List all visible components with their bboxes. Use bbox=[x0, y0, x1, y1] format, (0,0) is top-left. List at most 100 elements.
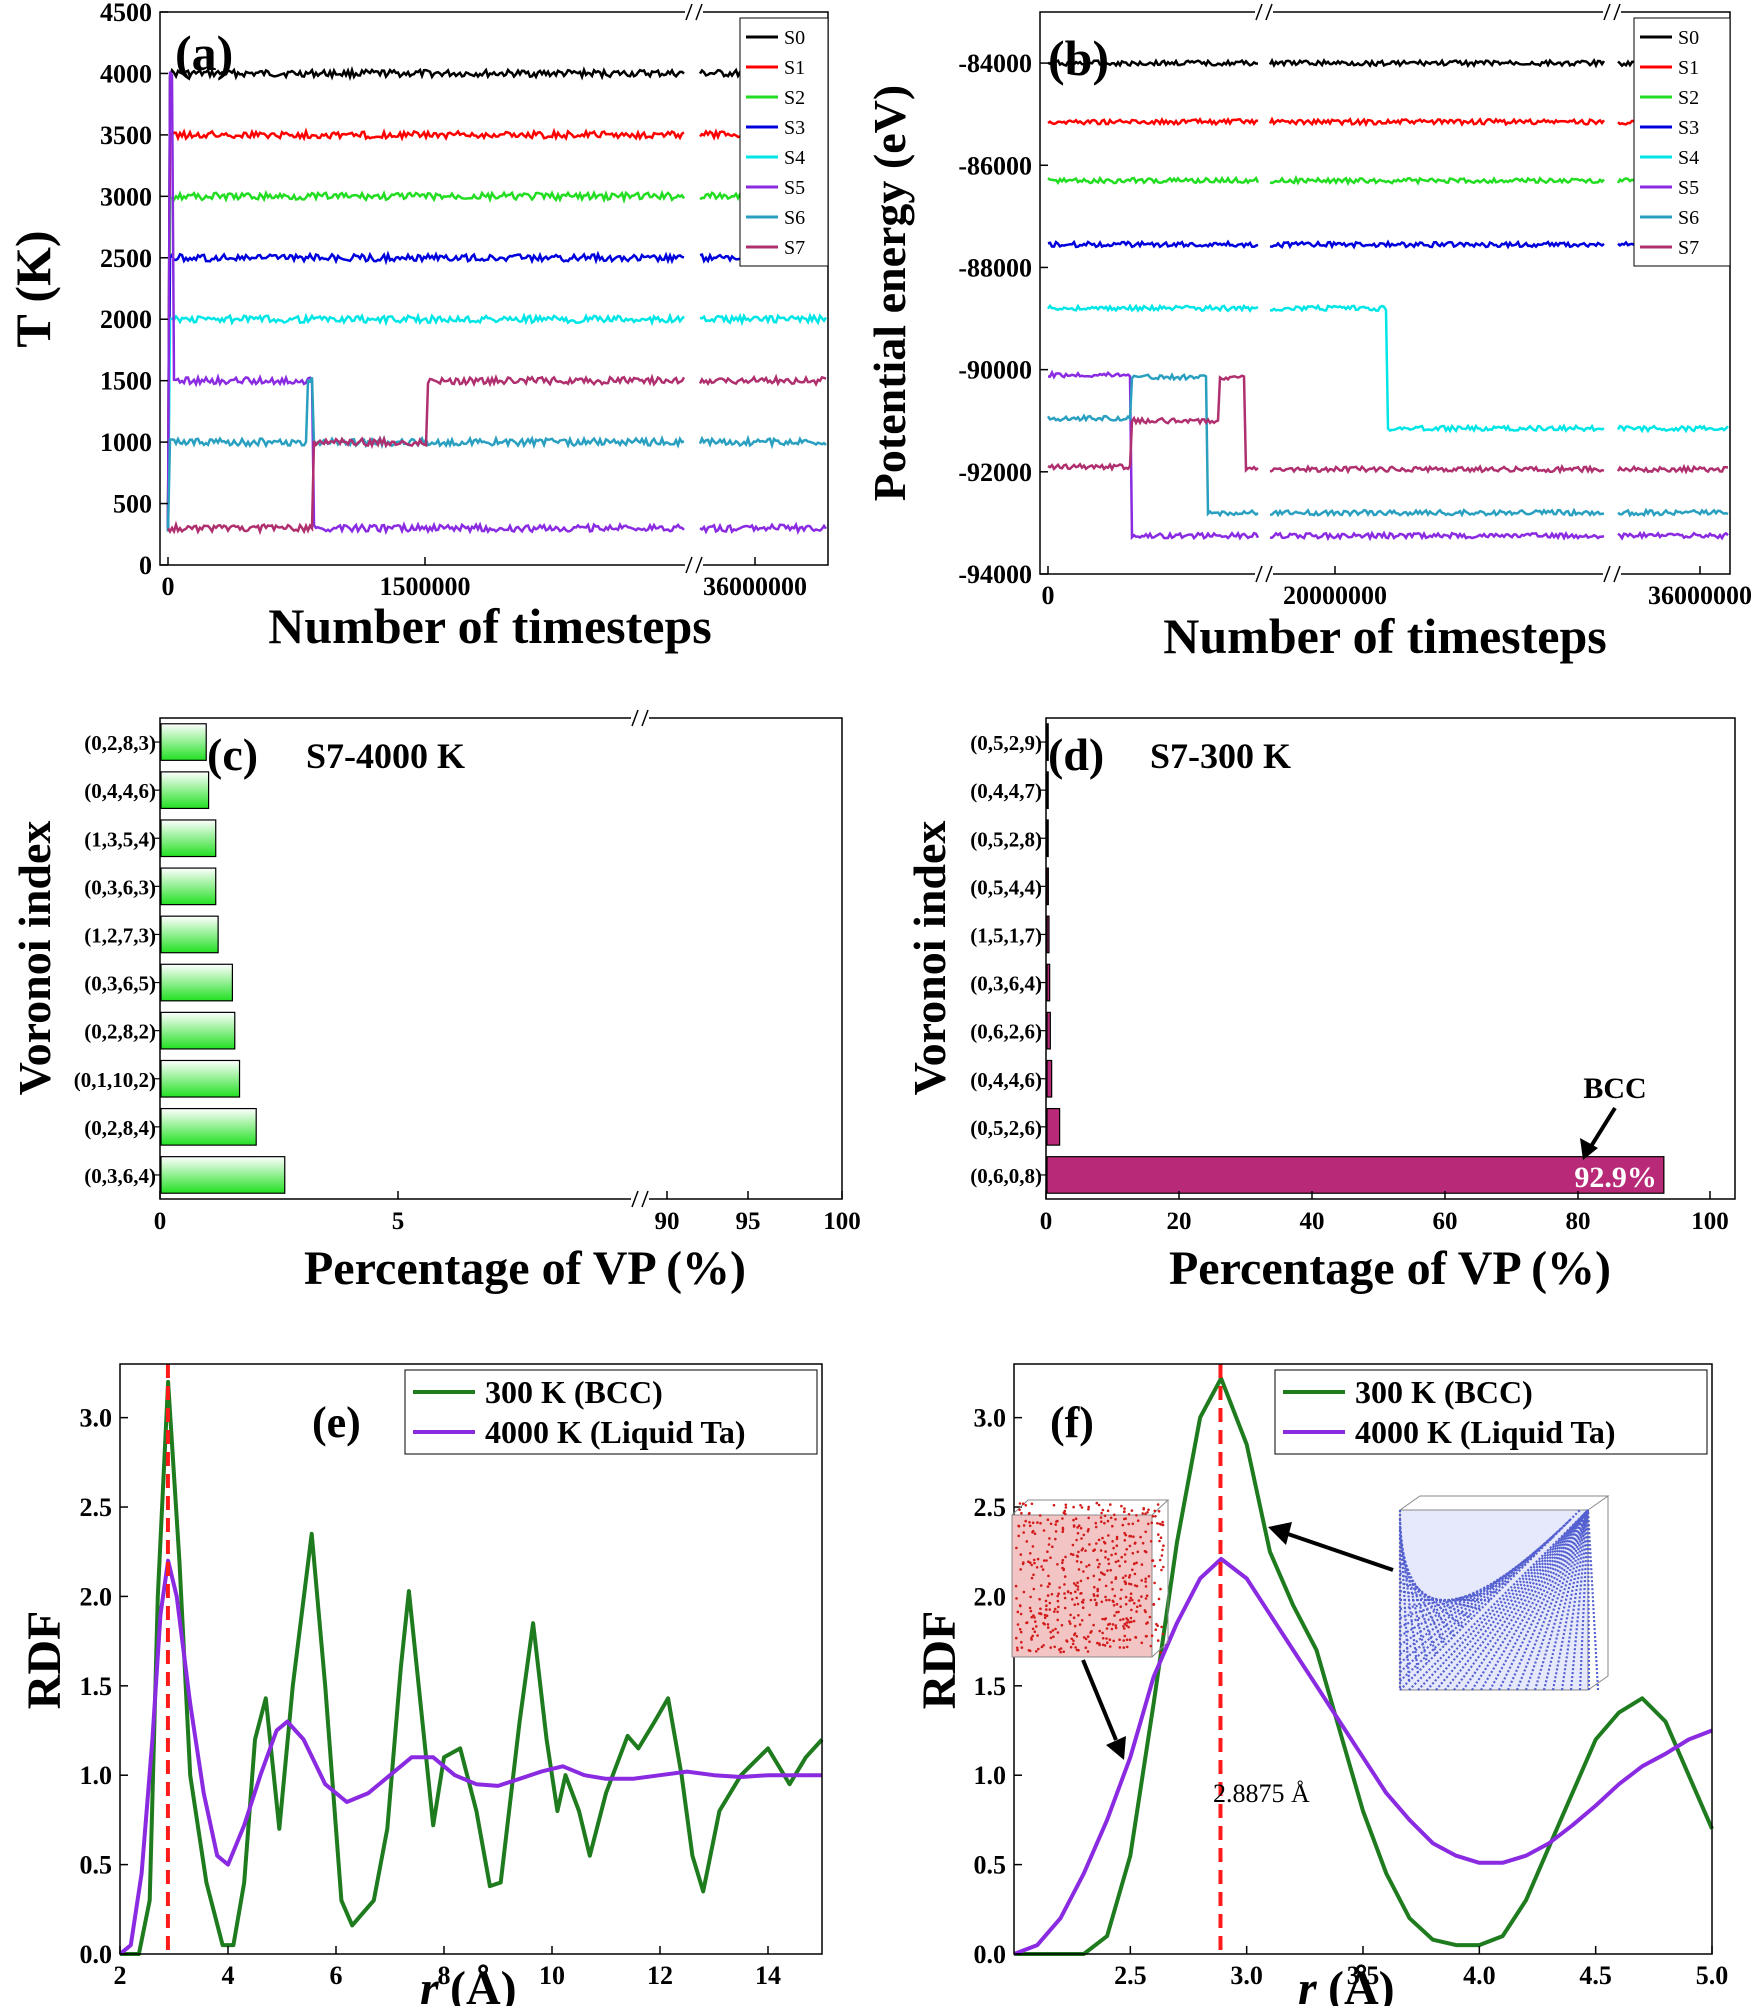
atom-dot bbox=[1101, 1617, 1104, 1621]
atom-dot bbox=[1121, 1523, 1125, 1527]
atom-dot bbox=[1098, 1629, 1101, 1633]
series-line-S3 bbox=[1047, 239, 1729, 250]
atom-dot bbox=[1096, 1594, 1099, 1597]
atom-dot bbox=[1109, 1568, 1112, 1572]
axis-break-top-slash-1 bbox=[685, 3, 693, 21]
atom-dot bbox=[1107, 1534, 1110, 1537]
inset-liquid-ta bbox=[1011, 1499, 1170, 1658]
atom-dot bbox=[1036, 1557, 1040, 1561]
series-line-S0 bbox=[166, 65, 827, 531]
atom-dot bbox=[1072, 1505, 1075, 1509]
legend-entry: S3 bbox=[784, 117, 805, 139]
atom-dot bbox=[1139, 1604, 1142, 1607]
legend-entry: S3 bbox=[1678, 117, 1699, 139]
atom-dot bbox=[1089, 1631, 1092, 1634]
y-tick-label: (0,5,4,4) bbox=[970, 875, 1042, 899]
y-tick-label: 1.5 bbox=[80, 1672, 113, 1701]
y-tick-label: 0.5 bbox=[974, 1851, 1007, 1880]
atom-dot bbox=[1077, 1614, 1080, 1617]
atom-dot bbox=[1086, 1650, 1090, 1653]
atom-dot bbox=[1042, 1644, 1045, 1647]
atom-dot bbox=[1118, 1646, 1122, 1649]
bar-(0,2,8,4) bbox=[160, 1107, 257, 1146]
x-axis-title: r bbox=[1298, 1962, 1318, 2006]
panel-label-c: (c) bbox=[207, 729, 258, 780]
x-tick-label: 0 bbox=[162, 572, 175, 601]
atom-dot bbox=[1130, 1608, 1133, 1612]
atom-dot bbox=[1095, 1501, 1099, 1505]
atom-dot bbox=[1043, 1613, 1047, 1617]
x-axis-title: r bbox=[420, 1962, 440, 2006]
series-line-S1 bbox=[166, 127, 827, 528]
atom-dot bbox=[1113, 1614, 1116, 1617]
atom-dot bbox=[1063, 1592, 1066, 1595]
series-line-S5 bbox=[166, 71, 828, 536]
panel-f: 0.0 0.5 1.0 1.5 2.0 2.5 3.0 2.5 3.0 3.5 4.0 4.5 5.0 3… bbox=[913, 1363, 1728, 2006]
atom-dot bbox=[1088, 1613, 1091, 1617]
atom-dot bbox=[1046, 1594, 1050, 1597]
atom-dot bbox=[1046, 1626, 1050, 1629]
atom-dot bbox=[1152, 1602, 1156, 1606]
atom-dot bbox=[1140, 1595, 1143, 1598]
x-tick-label: 4 bbox=[222, 1961, 235, 1990]
legend-entry: S7 bbox=[1678, 237, 1699, 259]
atom-dot bbox=[1071, 1642, 1075, 1646]
axis-break-bottom-2-slash-2 bbox=[1613, 565, 1621, 583]
atom-dot bbox=[1061, 1517, 1064, 1520]
atom-dot bbox=[1032, 1587, 1036, 1591]
atom-dot bbox=[1079, 1526, 1083, 1530]
atom-dot bbox=[1156, 1503, 1160, 1506]
atom-dot bbox=[1125, 1548, 1128, 1551]
legend-entry: 300 K (BCC) bbox=[1355, 1374, 1533, 1410]
atom-dot bbox=[1087, 1505, 1090, 1509]
atom-dot bbox=[1084, 1549, 1087, 1552]
atom-dot bbox=[1119, 1618, 1122, 1622]
atom-dot bbox=[1022, 1531, 1025, 1534]
atom-dot bbox=[1114, 1624, 1117, 1627]
atom-dot bbox=[1115, 1611, 1118, 1614]
atom-dot bbox=[1123, 1580, 1127, 1583]
atom-dot bbox=[1145, 1634, 1148, 1638]
atom-dot bbox=[1087, 1507, 1090, 1511]
atom-dot bbox=[1145, 1594, 1149, 1597]
atom-dot bbox=[1134, 1635, 1137, 1639]
atom-dot bbox=[1096, 1641, 1099, 1645]
atom-dot bbox=[1076, 1526, 1079, 1529]
legend-entry: 4000 K (Liquid Ta) bbox=[1355, 1414, 1616, 1450]
atom-dot bbox=[1128, 1576, 1131, 1579]
lattice-row bbox=[1399, 1518, 1572, 1682]
atom-dot bbox=[1045, 1614, 1049, 1617]
series-line-S2 bbox=[166, 189, 827, 532]
atom-dot bbox=[1072, 1639, 1075, 1642]
atom-dot bbox=[1069, 1591, 1073, 1595]
atom-dot bbox=[1088, 1543, 1091, 1546]
atom-dot bbox=[1082, 1636, 1086, 1639]
atom-dot bbox=[1110, 1627, 1114, 1631]
y-tick-label: 2500 bbox=[100, 244, 152, 273]
bar-(1,2,7,3) bbox=[160, 915, 219, 954]
bar-(0,5,4,4) bbox=[1046, 867, 1049, 906]
series-line-S1 bbox=[1047, 116, 1729, 128]
atom-dot bbox=[1159, 1651, 1162, 1654]
atom-dot bbox=[1129, 1592, 1133, 1595]
atom-dot bbox=[1099, 1571, 1103, 1574]
axis-break-top-2-slash-1 bbox=[1603, 3, 1611, 21]
legend-entry: S4 bbox=[784, 147, 805, 169]
atom-dot bbox=[1149, 1644, 1153, 1648]
y-tick-label: (0,4,4,6) bbox=[84, 779, 156, 803]
x-tick-label: 5 bbox=[392, 1208, 405, 1235]
atom-dot bbox=[1119, 1605, 1122, 1608]
atom-dot bbox=[1144, 1597, 1148, 1600]
axis-break-bottom-1-slash-2 bbox=[1265, 565, 1273, 583]
atom-dot bbox=[1112, 1600, 1115, 1604]
atom-dot bbox=[1162, 1544, 1165, 1547]
atom-dot bbox=[1039, 1607, 1042, 1611]
axis-break-top-1-gap bbox=[1255, 2, 1273, 22]
x-tick-label: 100 bbox=[1691, 1208, 1729, 1235]
atom-dot bbox=[1022, 1590, 1026, 1594]
atom-dot bbox=[1106, 1569, 1109, 1572]
x-tick-label: 12 bbox=[647, 1961, 673, 1990]
lattice-row bbox=[1399, 1580, 1509, 1620]
series-line-S7 bbox=[1047, 374, 1729, 475]
atom-dot bbox=[1029, 1552, 1032, 1555]
